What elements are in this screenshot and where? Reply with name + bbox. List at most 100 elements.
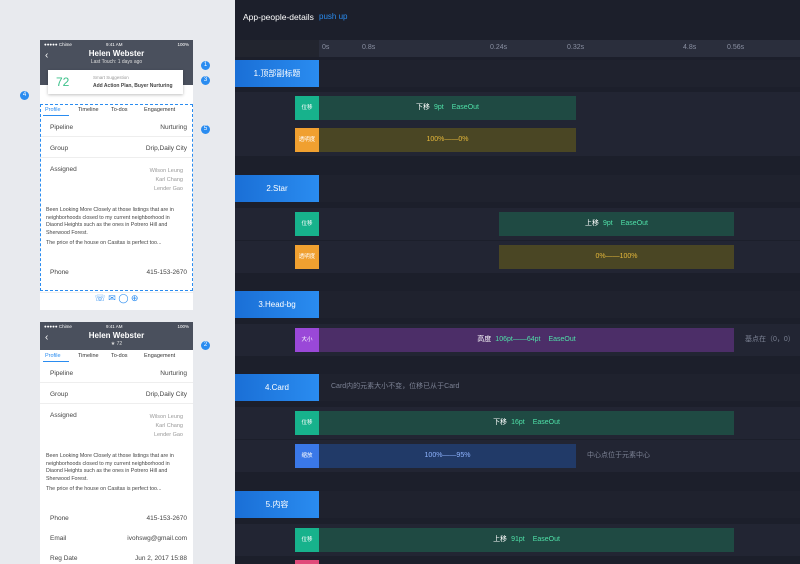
star-score: ★ 72 [110, 341, 123, 347]
section-band [235, 491, 800, 518]
bar-amount: 16pt [511, 419, 525, 426]
tab: To-dos [111, 353, 128, 359]
bar-easing: EaseOut [548, 336, 576, 343]
bar-easing: EaseOut [620, 220, 648, 227]
tab-underline [43, 361, 69, 362]
pipeline-row: Pipeline Nurturing [50, 370, 187, 377]
tab: Profile [45, 107, 61, 113]
tab: Engagement [144, 353, 176, 359]
field-value: Nurturing [160, 370, 187, 377]
phone-header: ●●●●● Chime 9:41 AM 100% ‹ Helen Webster [40, 322, 193, 350]
section-title: 5.内容 [235, 491, 319, 518]
timeline-bar: 高度 106pt——64pt EaseOut [319, 328, 734, 352]
row-label [295, 560, 319, 564]
field-value: Drip,Daily City [145, 391, 187, 398]
timeline-corner [235, 40, 319, 57]
tab: Engagement [144, 107, 176, 113]
field-label: Group [50, 145, 69, 152]
field-value: Drip,Daily City [145, 145, 187, 152]
field-value: 415-153-2670 [146, 515, 187, 522]
battery: 100% [177, 324, 189, 329]
bar-amount: 91pt [511, 536, 525, 543]
bar-text: 100%——0% [426, 136, 469, 143]
assignee: Karl Chang [155, 177, 183, 183]
row-label: 缩放 [295, 444, 319, 468]
tab: Timeline [78, 353, 99, 359]
bar-action: 上移 [585, 220, 599, 227]
bar-amount: 106pt——64pt [495, 336, 541, 343]
score: 72 [56, 75, 70, 89]
phone: ●●●●● Chime 9:41 AM 100% ‹ Helen Webster ★ 72… [40, 322, 193, 564]
row-label: 透明度 [295, 245, 319, 269]
row-label: 位移 [295, 96, 319, 120]
note-text: Been Looking More Closely at those listi… [46, 207, 174, 236]
callout: 3 [201, 76, 210, 85]
row-label: 位移 [295, 212, 319, 236]
phone-row: Phone 415-153-2670 [50, 515, 187, 522]
bar-action: 上移 [493, 536, 508, 543]
group-row: Group Drip,Daily City [50, 391, 187, 398]
phone-row: Phone 415-153-2670 [50, 269, 187, 276]
suggestion-card: 72 Smart Suggestion Add Action Plan, Buyer… [48, 70, 183, 94]
back-icon: ‹ [45, 50, 49, 61]
tick-label: 0s [322, 44, 330, 51]
bar-action: 高度 [477, 336, 492, 343]
bar-text: 0%——100% [595, 253, 638, 260]
row-note: 中心点位于元素中心 [587, 452, 650, 459]
highlight-box [40, 104, 193, 291]
timeline-bar: 100%——0% [319, 128, 576, 152]
timeline-bar: 下移 16pt EaseOut [319, 411, 734, 435]
field-label: Group [50, 391, 69, 398]
tab: To-dos [111, 107, 128, 113]
suggestion-text: Add Action Plan, Buyer Nurturing [93, 83, 173, 89]
bar-amount: 9pt [434, 104, 444, 111]
field-label: Pipeline [50, 370, 74, 377]
note-text: The price of the house on Casitas is per… [46, 486, 162, 492]
timeline-bar: 0%——100% [499, 245, 734, 269]
assigned-label: Assigned [50, 412, 77, 419]
bar-easing: EaseOut [532, 536, 560, 543]
suggestion-title: Smart Suggestion [93, 75, 129, 80]
divider [40, 157, 193, 158]
assignee: Wilson Leung [149, 168, 183, 174]
section-title: 4.Card [235, 374, 319, 401]
section-title: 3.Head-bg [235, 291, 319, 318]
tick-label: 4.8s [683, 44, 697, 51]
contact-name: Helen Webster [88, 331, 145, 340]
assignee: Lender Gao [153, 432, 183, 438]
bar-action: 下移 [416, 104, 430, 111]
tab-bar: ☏ ✉ ◯ ⊕ [40, 292, 193, 310]
callout: 5 [201, 125, 210, 134]
callout: 2 [201, 341, 210, 350]
callout: 4 [20, 91, 29, 100]
callout: 1 [201, 61, 210, 70]
tab: Profile [45, 353, 61, 359]
bar-amount: 9pt [603, 220, 613, 227]
section-title: 2.Star [235, 175, 319, 202]
row-label: 位移 [295, 528, 319, 552]
assignee: Lender Gao [153, 186, 183, 192]
assignee: Wilson Leung [149, 414, 183, 420]
row-label: 透明度 [295, 128, 319, 152]
field-label: Email [50, 535, 67, 542]
field-label: Phone [50, 269, 69, 276]
section-band [235, 175, 800, 202]
bar-easing: EaseOut [532, 419, 560, 426]
assignee: Karl Chang [155, 423, 183, 429]
section-band [235, 60, 800, 87]
tab: Timeline [78, 107, 99, 113]
page-subtitle: push up [319, 12, 348, 21]
field-value: ivohswg@gmail.com [127, 535, 187, 542]
tick-label: 0.8s [362, 44, 376, 51]
field-label: Reg Date [50, 555, 78, 562]
field-label: Phone [50, 515, 69, 522]
tick-label: 0.56s [727, 44, 745, 51]
time: 9:41 AM [106, 324, 123, 329]
bar-text: 100%——95% [424, 452, 471, 459]
contact-name: Helen Webster [88, 49, 145, 58]
phone: ●●●●● Chime 9:41 AM 100% ‹ Helen Webster Last… [40, 40, 193, 310]
email-row: Email ivohswg@gmail.com [50, 535, 187, 542]
field-value: Jun 2, 2017 15:88 [134, 555, 187, 562]
row-label: 位移 [295, 411, 319, 435]
divider [40, 403, 193, 404]
